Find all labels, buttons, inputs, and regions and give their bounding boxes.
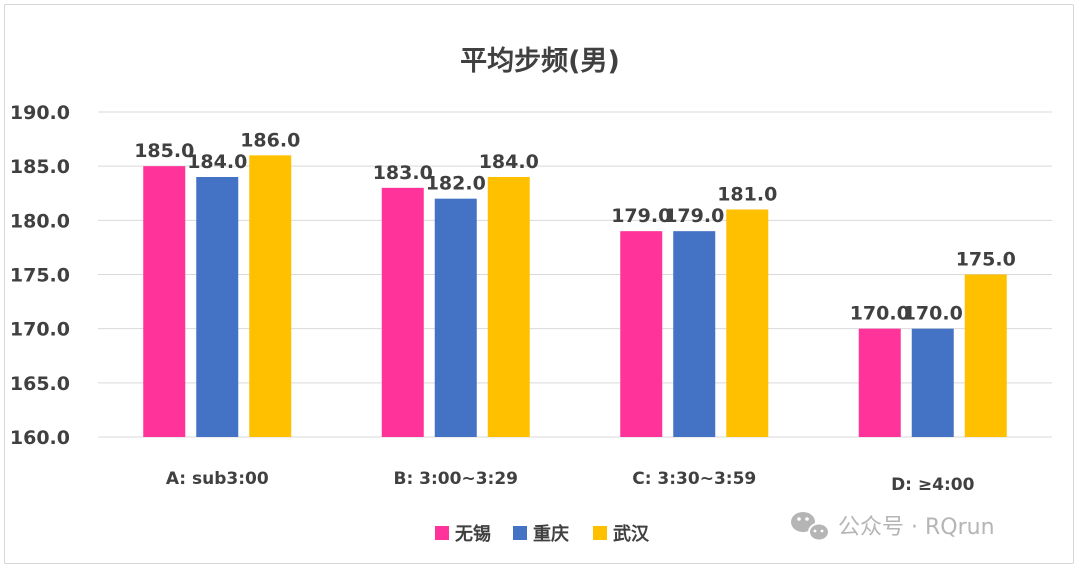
legend-swatch — [593, 526, 607, 540]
bar — [249, 155, 292, 438]
bar — [964, 274, 1007, 437]
data-label: 179.0 — [611, 205, 671, 227]
legend-label: 无锡 — [455, 523, 491, 545]
legend-label: 重庆 — [533, 523, 569, 545]
bar — [196, 177, 239, 437]
data-labels: 185.0184.0186.0183.0182.0184.0179.0179.0… — [134, 129, 1016, 324]
bar — [381, 187, 424, 437]
x-tick-label: A: sub3:00 — [166, 469, 269, 489]
data-label: 170.0 — [903, 303, 963, 325]
y-tick-label: 185.0 — [10, 156, 70, 178]
chart-title: 平均步频(男) — [460, 46, 620, 77]
x-tick-label: C: 3:30~3:59 — [632, 469, 756, 489]
data-label: 181.0 — [717, 184, 777, 206]
watermark-text: 公众号 · RQrun — [838, 515, 995, 540]
data-label: 185.0 — [134, 140, 194, 162]
bar — [434, 198, 477, 437]
x-axis-ticks: A: sub3:00 B: 3:00~3:29 C: 3:30~3:59 D: ≥4:… — [166, 469, 975, 495]
bar — [673, 231, 716, 437]
legend-swatch — [435, 526, 449, 540]
y-tick-label: 175.0 — [10, 265, 70, 287]
data-label: 179.0 — [664, 205, 724, 227]
y-tick-label: 190.0 — [10, 102, 70, 124]
bar — [620, 231, 663, 437]
data-label: 170.0 — [850, 303, 910, 325]
watermark: 公众号 · RQrun — [791, 512, 995, 542]
bar — [487, 177, 530, 437]
y-tick-label: 180.0 — [10, 210, 70, 232]
data-label: 175.0 — [956, 249, 1016, 271]
data-label: 184.0 — [479, 151, 539, 173]
y-tick-label: 170.0 — [10, 319, 70, 341]
data-label: 186.0 — [240, 129, 300, 151]
data-label: 183.0 — [373, 162, 433, 184]
data-label: 184.0 — [187, 151, 247, 173]
x-tick-label: D: ≥4:00 — [891, 475, 975, 495]
bar — [143, 166, 186, 437]
wechat-icon — [791, 512, 830, 542]
x-tick-label: B: 3:00~3:29 — [394, 469, 519, 489]
legend: 无锡 重庆 武汉 — [435, 523, 650, 545]
legend-swatch — [513, 526, 527, 540]
bar — [911, 328, 954, 437]
y-axis-ticks: 160.0 165.0 170.0 175.0 180.0 185.0 190.0 — [10, 102, 70, 449]
bar — [726, 209, 769, 437]
y-tick-label: 165.0 — [10, 373, 70, 395]
bars — [143, 155, 1007, 438]
data-label: 182.0 — [426, 173, 486, 195]
bar — [858, 328, 901, 437]
legend-label: 武汉 — [613, 524, 650, 545]
y-tick-label: 160.0 — [10, 427, 70, 449]
